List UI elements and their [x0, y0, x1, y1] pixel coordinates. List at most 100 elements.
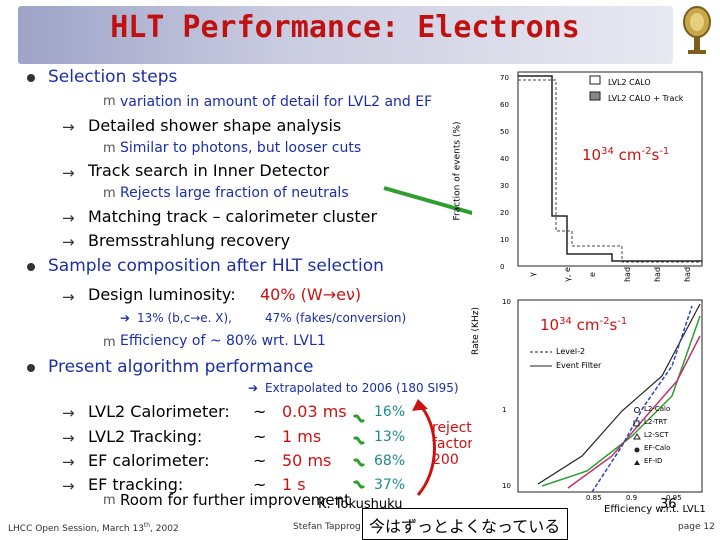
lumi-b: 34: [559, 316, 572, 327]
plot1-ytick: 30: [500, 182, 509, 190]
shower-text: Detailed shower shape analysis: [88, 116, 342, 135]
bullet-icon: [27, 74, 35, 82]
footer-center: Stefan Tapprog: [293, 522, 361, 532]
plot2-marker-label: L2-Calo: [644, 405, 671, 413]
plot1-ylabel: Fraction of events (%): [452, 121, 463, 221]
title-banner: [18, 6, 673, 64]
plot1-ytick: 10: [500, 236, 509, 244]
arrow-icon: →: [62, 404, 75, 422]
efficiency-text: Efficiency of ~ 80% wrt. LVL1: [120, 333, 326, 349]
footer-left-a: LHCC Open Session, March 13: [8, 524, 144, 534]
fractions-text: 13% (b,c→e. X),: [137, 311, 232, 325]
perf-pct: 37%: [374, 477, 406, 493]
plot2-ytick: 10: [502, 298, 511, 306]
lumi-a: 10: [582, 146, 602, 164]
perf-label: LVL2 Calorimeter:: [88, 402, 230, 421]
plot2-marker-label: L2-SCT: [644, 431, 669, 439]
note-text: 今はずっとよくなっている: [369, 517, 561, 536]
arrow-icon: →: [62, 164, 75, 182]
sub-bullet-icon: m: [103, 335, 116, 350]
perf-time: 50 ms: [282, 451, 332, 470]
lumi-b: 34: [601, 146, 614, 157]
plot2-lumi: 1034 cm-2s-1: [540, 316, 627, 334]
plot1-ytick: 70: [500, 74, 509, 82]
plot2-marker-label: EF-ID: [644, 457, 663, 465]
plot2-marker-label: L2-TRT: [644, 418, 668, 426]
design-pct-a: 40% (W: [260, 285, 323, 304]
arrow-icon: →: [62, 233, 75, 251]
extrap-text: Extrapolated to 2006 (180 SI95): [265, 381, 459, 395]
plot1-xcat: had: [623, 266, 633, 283]
brems-text: Bremsstrahlung recovery: [88, 231, 291, 250]
perf-label: EF tracking:: [88, 475, 184, 494]
arrow-icon: ➔: [248, 381, 259, 395]
arrow-icon: →: [62, 288, 75, 306]
arrow-icon: →: [62, 118, 75, 136]
page-title: HLT Performance: Electrons: [110, 10, 580, 45]
plot1-xcat: had: [653, 266, 663, 283]
lumi-f: -1: [659, 146, 670, 157]
sample-text: Sample composition after HLT selection: [48, 256, 384, 276]
plot2-ylabel: Rate (KHz): [470, 307, 481, 355]
arrow-icon: →: [62, 429, 75, 447]
arrow-icon: →: [62, 477, 75, 495]
plot2-xtick: 0.85: [586, 494, 602, 502]
lumi-d: -2: [599, 316, 610, 327]
plot1-ytick: 20: [500, 209, 509, 217]
sub-bullet-icon: m: [103, 94, 116, 109]
plot1-xcat: e: [587, 272, 597, 277]
plot1-ytick: 0: [500, 263, 505, 271]
footer-left-b: , 2002: [150, 524, 179, 534]
plot2-xlabel: Efficiency w.r.t. LVL1: [604, 504, 706, 515]
perf-label: EF calorimeter:: [88, 451, 210, 470]
design-pct-b: eν): [336, 285, 362, 304]
design-lum-text: Design luminosity:: [88, 285, 236, 304]
plot1-legend-1: LVL2 CALO: [608, 78, 651, 87]
plot1-ytick: 50: [500, 128, 509, 136]
footer-right: page 12: [678, 522, 715, 532]
perf-label: LVL2 Tracking:: [88, 427, 203, 446]
plot2-ytick: 1: [502, 406, 507, 414]
rejection-arrows-icon: [352, 399, 436, 496]
lumi-c: cm: [576, 316, 600, 334]
fraction-histogram: Fraction of events (%) LVL2 CALO LVL2 CA…: [453, 66, 707, 288]
sub-bullet-icon: m: [103, 493, 116, 508]
plot1-legend-2: LVL2 CALO + Track: [608, 94, 684, 103]
similar-text: Similar to photons, but looser cuts: [120, 140, 362, 156]
footer-left: LHCC Open Session, March 13th, 2002: [8, 522, 179, 534]
atlas-logo-icon: [683, 6, 711, 54]
sub-bullet-icon: m: [103, 186, 116, 201]
design-pct-text: 40% (W→eν): [260, 285, 361, 304]
perf-pct: 16%: [374, 404, 406, 420]
perf-tilde: ~: [253, 427, 267, 446]
plot2-xtick: 0.9: [626, 494, 638, 502]
arrow-icon: →: [322, 285, 337, 304]
plot2-legend-line-2: Event Filter: [556, 361, 602, 370]
plot1-ytick: 40: [500, 155, 509, 163]
perf-tilde: ~: [253, 475, 267, 494]
present-text: Present algorithm performance: [48, 357, 314, 377]
rejects-text: Rejects large fraction of neutrals: [120, 185, 349, 201]
plot2-xtick: 0.95: [666, 494, 682, 502]
frac1b: e. X),: [200, 311, 232, 325]
bullet-icon: [27, 364, 35, 372]
plot1-xcat: γ, e: [562, 267, 572, 282]
sub-bullet-icon: m: [103, 141, 116, 156]
track-search-text: Track search in Inner Detector: [88, 161, 330, 180]
perf-time: 0.03 ms: [282, 402, 347, 421]
plot1-xcat: had: [683, 266, 693, 283]
room-text: Room for further improvement: [120, 491, 351, 509]
selection-steps: Selection steps: [48, 67, 178, 87]
perf-pct: 68%: [374, 453, 406, 469]
lumi-d: -2: [641, 146, 652, 157]
perf-tilde: ~: [253, 451, 267, 470]
page-number: 36: [660, 497, 677, 512]
perf-time: 1 s: [282, 475, 306, 494]
plot2-marker-label: EF-Calo: [644, 444, 671, 452]
lumi-a: 10: [540, 316, 560, 334]
plot1-ytick: 60: [500, 101, 509, 109]
lumi-e: s: [651, 146, 660, 164]
rate-efficiency-plot: Rate (KHz) 1034 cm-2s-1 Level-2 Event Fi…: [470, 296, 707, 518]
plot1-xcat: γ: [527, 272, 537, 277]
matching-text: Matching track – calorimeter cluster: [88, 207, 378, 226]
